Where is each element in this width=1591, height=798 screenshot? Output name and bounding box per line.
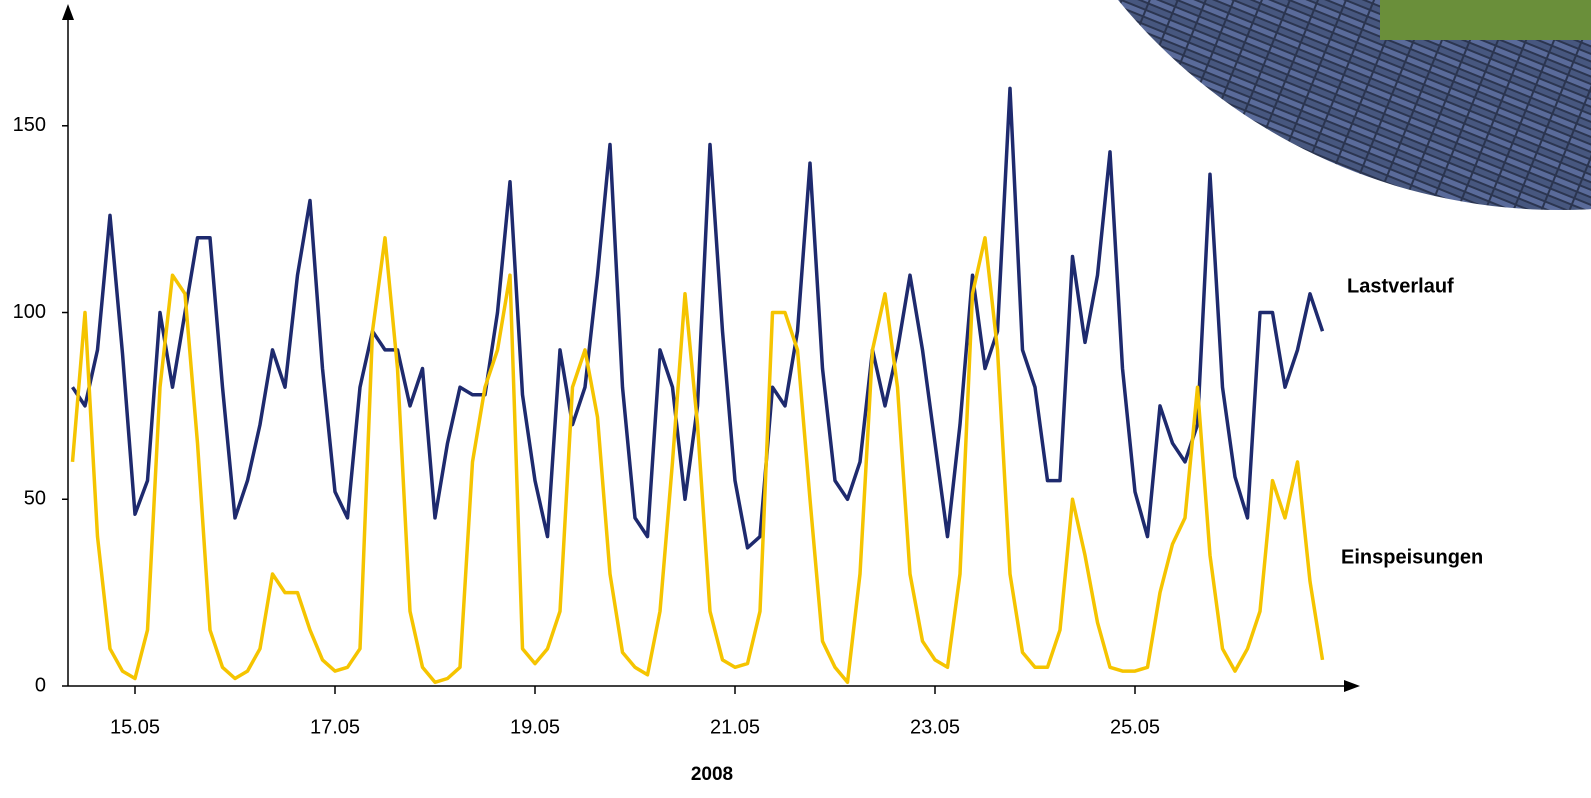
x-tick-label: 25.05 <box>1110 716 1160 738</box>
y-tick-label: 100 <box>13 301 46 323</box>
series-line <box>71 86 1325 550</box>
y-axis-arrow <box>62 4 74 20</box>
x-axis-arrow <box>1344 680 1360 692</box>
y-tick-label: 50 <box>24 488 46 510</box>
x-tick-label: 23.05 <box>910 716 960 738</box>
x-axis-label: 2008 <box>691 764 733 785</box>
legend-label: Lastverlauf <box>1347 275 1454 297</box>
x-tick-label: 17.05 <box>310 716 360 738</box>
series-line <box>70 236 1325 685</box>
legend-label: Einspeisungen <box>1341 546 1483 568</box>
y-tick-label: 0 <box>35 674 46 696</box>
x-tick-label: 19.05 <box>510 716 560 738</box>
x-tick-label: 15.05 <box>110 716 160 738</box>
x-tick-label: 21.05 <box>710 716 760 738</box>
solar-photo <box>990 0 1591 210</box>
y-tick-label: 150 <box>13 114 46 136</box>
